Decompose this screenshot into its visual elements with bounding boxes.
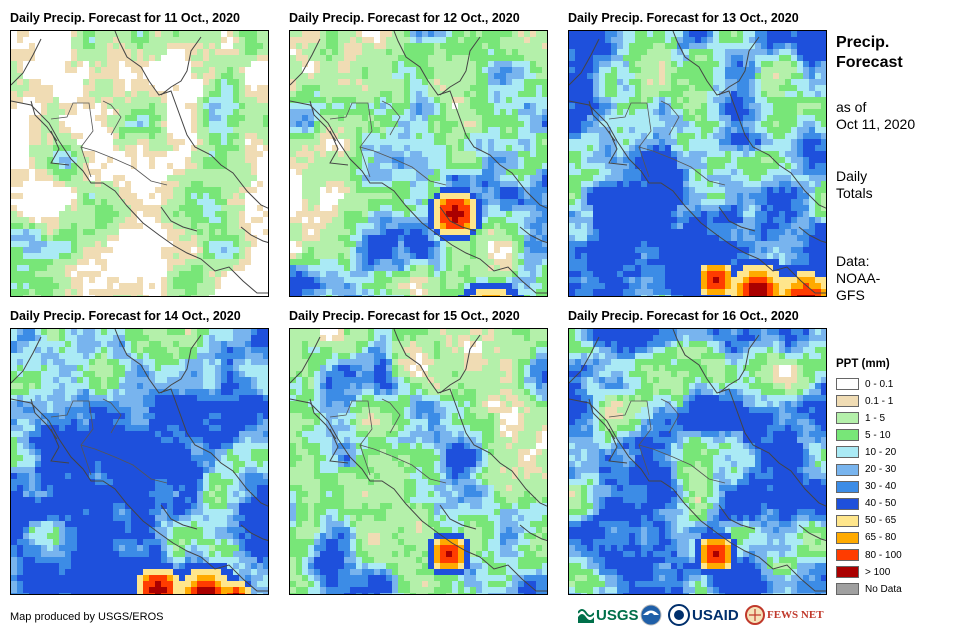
legend-swatch <box>836 531 859 544</box>
legend-label: 40 - 50 <box>865 498 897 510</box>
legend-title: PPT (mm) <box>836 358 890 370</box>
legend-item: 1 - 5 <box>836 411 885 425</box>
map-panel-3 <box>568 30 827 297</box>
legend-item: 10 - 20 <box>836 445 896 459</box>
usaid-seal <box>668 604 690 626</box>
legend-item: 40 - 50 <box>836 497 896 511</box>
legend-item: 20 - 30 <box>836 463 896 477</box>
legend-label: 0 - 0.1 <box>865 378 894 390</box>
precip-grid <box>11 31 268 296</box>
coastlines <box>11 329 268 592</box>
precipitation-map <box>569 329 826 594</box>
legend-item: 5 - 10 <box>836 428 891 442</box>
precipitation-map <box>569 31 826 296</box>
map-panel-2 <box>289 30 548 297</box>
precip-grid <box>569 31 826 296</box>
precipitation-map <box>290 31 547 296</box>
coastlines <box>290 329 547 592</box>
totals-line2: Totals <box>836 185 873 201</box>
as-of-line1: as of <box>836 99 867 115</box>
legend-item: 0.1 - 1 <box>836 394 893 408</box>
map-panel-5 <box>289 328 548 595</box>
legend-label: 80 - 100 <box>865 549 902 561</box>
legend-item: 80 - 100 <box>836 548 902 562</box>
legend-label: No Data <box>865 583 902 595</box>
precip-grid <box>290 31 547 296</box>
panel-title-1: Daily Precip. Forecast for 11 Oct., 2020 <box>10 11 240 25</box>
usaid-logo: USAID <box>692 604 739 626</box>
legend-swatch <box>836 497 859 510</box>
legend-swatch <box>836 566 859 579</box>
coastlines <box>290 31 547 294</box>
map-panel-1 <box>10 30 269 297</box>
side-title-line1: Precip. <box>836 34 890 51</box>
coastlines <box>569 329 826 592</box>
daily-totals-label: Daily Totals <box>836 168 873 202</box>
data-source: Data: NOAA- GFS <box>836 253 880 304</box>
as-of-line2: Oct 11, 2020 <box>836 116 916 132</box>
map-panel-4 <box>10 328 269 595</box>
fewsnet-logo: FEWS NET <box>745 604 824 626</box>
data-line2: NOAA- <box>836 270 881 286</box>
legend-item: 65 - 80 <box>836 531 896 545</box>
coastlines <box>569 31 826 294</box>
usgs-wave-icon <box>578 609 594 623</box>
precip-grid <box>11 329 268 594</box>
legend-item: 50 - 65 <box>836 514 896 528</box>
panel-title-4: Daily Precip. Forecast for 14 Oct., 2020 <box>10 309 241 323</box>
panel-title-6: Daily Precip. Forecast for 16 Oct., 2020 <box>568 309 799 323</box>
map-panel-6 <box>568 328 827 595</box>
map-credit: Map produced by USGS/EROS <box>10 611 164 623</box>
legend-label: 65 - 80 <box>865 532 897 544</box>
legend-swatch <box>836 463 859 476</box>
legend-label: > 100 <box>865 566 891 578</box>
legend-label: 10 - 20 <box>865 446 897 458</box>
legend-item: > 100 <box>836 565 890 579</box>
panel-title-3: Daily Precip. Forecast for 13 Oct., 2020 <box>568 11 799 25</box>
legend-item: 0 - 0.1 <box>836 377 893 391</box>
side-title: Precip. Forecast <box>836 33 903 73</box>
legend-item: 30 - 40 <box>836 480 896 494</box>
legend-swatch <box>836 514 859 527</box>
usgs-text: USGS <box>596 606 639 624</box>
precipitation-map <box>290 329 547 594</box>
totals-line1: Daily <box>836 168 868 184</box>
precipitation-map <box>11 329 268 594</box>
coastlines <box>11 31 268 294</box>
legend-swatch <box>836 549 859 561</box>
noaa-logo <box>640 604 662 626</box>
data-line1: Data: <box>836 253 870 269</box>
legend-swatch <box>836 395 859 408</box>
usaid-seal-icon <box>668 604 690 626</box>
legend-label: 1 - 5 <box>865 412 886 424</box>
usgs-logo: USGS <box>578 604 639 626</box>
legend-swatch <box>836 583 859 596</box>
legend-swatch <box>836 446 859 459</box>
noaa-emblem-icon <box>640 604 662 626</box>
precip-grid <box>569 329 826 594</box>
panel-title-5: Daily Precip. Forecast for 15 Oct., 2020 <box>289 309 520 323</box>
side-title-line2: Forecast <box>836 54 903 71</box>
legend-swatch <box>836 429 859 442</box>
as-of-date: as of Oct 11, 2020 <box>836 99 915 133</box>
usaid-text: USAID <box>692 606 739 624</box>
data-line3: GFS <box>836 287 865 303</box>
fewsnet-globe-icon <box>745 605 765 625</box>
legend-label: 0.1 - 1 <box>865 395 894 407</box>
legend-label: 50 - 65 <box>865 515 897 527</box>
legend-label: 20 - 30 <box>865 464 897 475</box>
legend-label: 5 - 10 <box>865 429 891 441</box>
legend-label: 30 - 40 <box>865 481 897 493</box>
precipitation-map <box>11 31 268 296</box>
legend-swatch <box>836 378 859 390</box>
legend-item: No Data <box>836 582 902 596</box>
fewsnet-text: FEWS NET <box>767 609 824 621</box>
panel-title-2: Daily Precip. Forecast for 12 Oct., 2020 <box>289 11 520 25</box>
legend-swatch <box>836 412 859 425</box>
legend-swatch <box>836 480 859 493</box>
